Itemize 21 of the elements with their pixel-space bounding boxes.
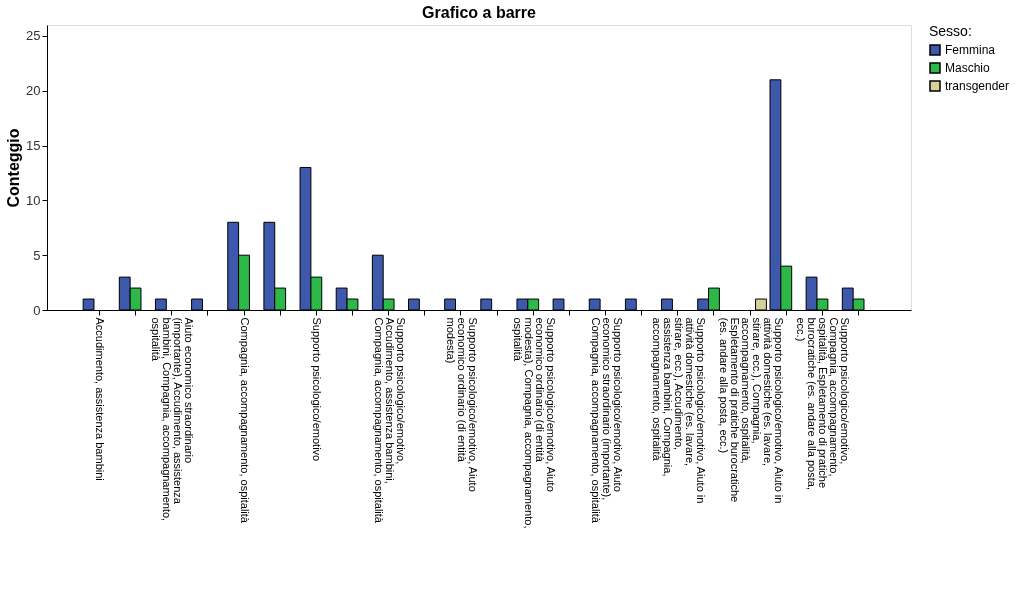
y-tick-label: 10 — [26, 192, 41, 208]
x-tick-label: Supporto psicologico/emotivo, Compagnia, accompagnamento, ospitalità, Espletamento di pratiche burocratiche (es. andare alla posta, ecc.) — [795, 317, 852, 490]
x-tick-label: Aiuto economico straordinario (importante), Accudimento, assistenza bambini, Compagnia, accompagnamento, ospitalità — [150, 317, 196, 522]
x-tick-label: Supporto psicologico/emotivo — [311, 317, 324, 462]
x-tick-label: Supporto psicologico/emotivo, Aiuto economico ordinario (di entità modesta), Compagnia, accompagnamento, ospitalità — [511, 317, 557, 529]
x-tick-label: Accudimento, assistenza bambini — [94, 317, 107, 481]
y-tick-label: 5 — [33, 247, 41, 263]
x-tick-label: Supporto psicologico/emotivo, Accudimento, assistenza bambini, Compagnia, accompagnamento, ospitalità — [372, 317, 407, 524]
legend-label: transgender — [945, 79, 1010, 93]
chart-title: Grafico a barre — [422, 4, 537, 21]
x-tick-label: Supporto psicologico/emotivo, Aiuto in attività domestiche (es. lavare, stirare, ecc.), Compagnia, accompagnamento, ospitalità, Espletamento di pratiche burocratiche (es. andare alla posta, ecc.) — [717, 317, 785, 504]
y-tick-label: 15 — [26, 138, 41, 154]
legend-label: Maschio — [945, 61, 991, 75]
y-tick-label: 25 — [26, 28, 41, 44]
x-tick-label: Supporto psicologico/emotivo, Aiuto economico ordinario (di entità modesta) — [444, 317, 479, 492]
legend-title: Sesso: — [929, 23, 972, 39]
legend-label: Femmina — [945, 43, 996, 57]
y-tick-label: 0 — [33, 302, 41, 318]
y-axis-title: Conteggio — [5, 128, 23, 208]
y-tick-label: 20 — [26, 83, 41, 99]
x-tick-label: Compagnia, accompagnamento, ospitalità — [239, 317, 252, 524]
